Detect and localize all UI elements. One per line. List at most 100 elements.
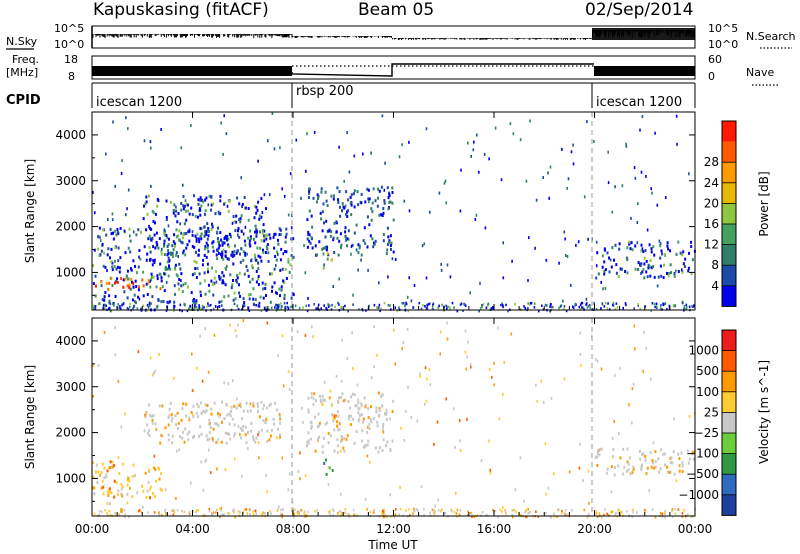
ytick-label-0: 1000 [55, 265, 86, 279]
scatter-cell-1181 [373, 241, 375, 245]
scatter-cell-873 [389, 244, 392, 247]
scatter-cell-451 [153, 258, 156, 262]
scatter-cell-927 [124, 512, 126, 516]
scatter-cell-726 [324, 190, 327, 194]
scatter-cell-1047 [195, 509, 198, 512]
scatter-cell-484 [137, 350, 140, 354]
scatter-cell-1042 [621, 184, 624, 188]
scatter-cell-928 [618, 242, 621, 246]
scatter-cell-759 [382, 239, 385, 243]
scatter-cell-581 [205, 230, 208, 233]
scatter-cell-1476 [118, 306, 121, 309]
scatter-cell-940 [512, 515, 514, 519]
scatter-cell-184 [134, 300, 136, 304]
scatter-cell-1523 [291, 305, 293, 308]
scatter-cell-1198 [241, 204, 243, 208]
scatter-cell-870 [338, 190, 341, 194]
scatter-cell-1013 [631, 515, 634, 518]
scatter-cell-853 [366, 245, 369, 249]
scatter-cell-238 [252, 287, 255, 291]
scatter-cell-211 [273, 267, 276, 271]
scatter-cell-534 [254, 224, 257, 228]
scatter-cell-729 [234, 329, 237, 333]
scatter-cell-369 [362, 417, 365, 421]
scatter-cell-900 [298, 510, 300, 513]
scatter-cell-500 [147, 281, 150, 285]
scatter-cell-386 [160, 300, 163, 304]
scatter-cell-485 [110, 277, 113, 281]
scatter-cell-1014 [492, 508, 494, 512]
scatter-cell-83 [252, 435, 254, 439]
scatter-cell-358 [342, 446, 345, 450]
scatter-cell-418 [687, 461, 690, 465]
colorbar-swatch-4 [722, 412, 736, 433]
scatter-cell-709 [465, 367, 468, 371]
scatter-cell-723 [337, 198, 340, 202]
scatter-cell-2 [132, 463, 135, 467]
scatter-cell-537 [401, 347, 403, 351]
scatter-cell-273 [374, 446, 377, 450]
scatter-cell-390 [206, 267, 209, 271]
scatter-cell-1456 [651, 302, 654, 305]
scatter-cell-1262 [350, 244, 353, 248]
scatter-cell-189 [246, 268, 249, 272]
scatter-cell-1291 [572, 305, 574, 308]
scatter-cell-249 [337, 414, 340, 418]
scatter-cell-560 [631, 421, 633, 425]
scatter-cell-128 [269, 402, 272, 406]
scatter-cell-1343 [541, 304, 543, 307]
scatter-cell-753 [297, 512, 299, 515]
power-scatter [92, 112, 696, 313]
scatter-cell-1192 [609, 258, 612, 262]
scatter-cell-93 [191, 273, 194, 277]
scatter-cell-52 [266, 243, 269, 247]
scatter-cell-120 [199, 401, 202, 405]
scatter-cell-577 [493, 361, 495, 365]
scatter-cell-329 [135, 285, 138, 288]
scatter-cell-999 [303, 512, 306, 515]
scatter-cell-641 [199, 196, 202, 200]
scatter-cell-413 [236, 249, 239, 253]
scatter-cell-1516 [377, 306, 379, 309]
scatter-cell-658 [143, 204, 145, 208]
scatter-cell-452 [644, 455, 647, 458]
scatter-cell-35 [116, 493, 119, 496]
scatter-cell-886 [108, 509, 111, 513]
scatter-cell-551 [579, 442, 581, 446]
scatter-cell-619 [369, 460, 371, 464]
scatter-cell-33 [96, 481, 99, 484]
scatter-cell-1469 [128, 305, 131, 309]
scatter-cell-91 [146, 423, 149, 427]
scatter-cell-645 [466, 417, 468, 421]
scatter-cell-166 [158, 404, 161, 408]
scatter-cell-375 [282, 279, 285, 283]
scatter-cell-875 [373, 242, 376, 246]
scatter-cell-1036 [485, 513, 487, 517]
scatter-cell-846 [312, 196, 315, 200]
scatter-cell-1197 [242, 232, 245, 236]
scatter-cell-1316 [441, 303, 443, 307]
scatter-cell-683 [633, 324, 636, 328]
scatter-cell-64 [100, 486, 103, 490]
colorbar-swatch-4 [722, 203, 736, 224]
scatter-cell-613 [149, 356, 152, 360]
scatter-cell-464 [224, 266, 227, 270]
scatter-cell-918 [249, 508, 251, 512]
scatter-cell-826 [348, 515, 351, 519]
scatter-cell-869 [497, 515, 499, 519]
scatter-cell-425 [194, 267, 197, 270]
scatter-cell-1332 [446, 307, 448, 310]
scatter-cell-231 [262, 248, 264, 252]
velocity-colorbar-label: Velocity [m s^-1] [757, 360, 771, 464]
scatter-cell-1191 [370, 151, 372, 155]
scatter-cell-932 [631, 248, 634, 252]
scatter-cell-997 [687, 513, 689, 516]
scatter-cell-454 [669, 460, 672, 464]
scatter-cell-953 [176, 509, 179, 512]
scatter-cell-168 [264, 251, 267, 254]
scatter-cell-37 [130, 267, 132, 271]
scatter-cell-1378 [136, 307, 139, 310]
scatter-cell-962 [571, 509, 573, 512]
scatter-cell-662 [498, 417, 501, 421]
colorbar-frame [721, 329, 737, 516]
